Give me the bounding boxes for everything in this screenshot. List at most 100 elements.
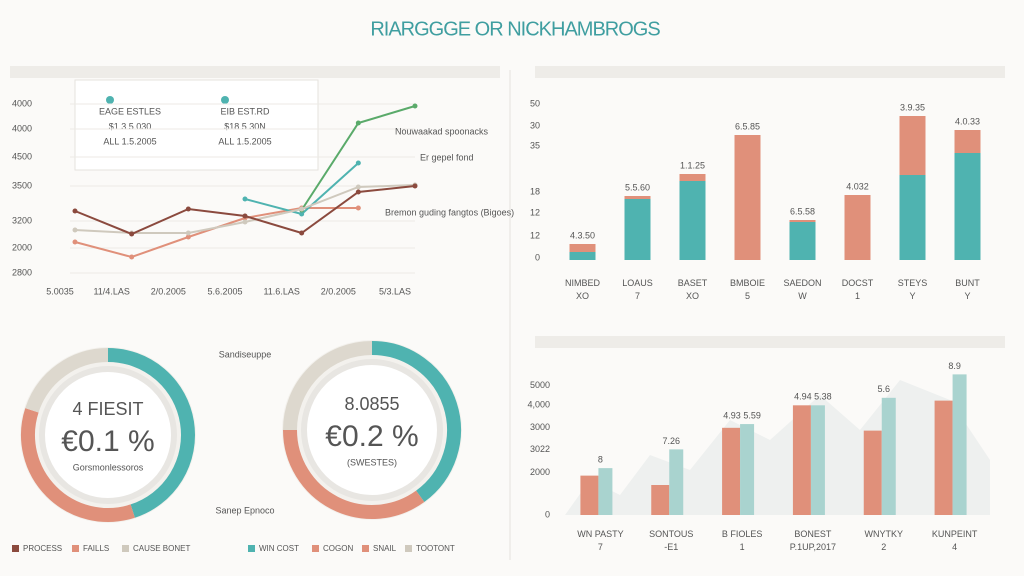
bar bbox=[624, 196, 651, 199]
series-label: Bremon guding fangtos (Bigoes) bbox=[385, 207, 514, 217]
point bbox=[412, 183, 418, 189]
legend-label: WIN COST bbox=[259, 544, 299, 553]
center-label: €0.2 % bbox=[325, 420, 418, 453]
donut-segment bbox=[283, 429, 425, 519]
y-tick-label: 4000 bbox=[12, 123, 32, 133]
point bbox=[299, 206, 305, 212]
bar bbox=[899, 175, 926, 260]
bar bbox=[569, 252, 596, 260]
icon bbox=[221, 96, 229, 104]
point bbox=[299, 230, 305, 236]
bar-label: 1.1.25 bbox=[680, 160, 705, 170]
x-tick-label: SAEDON W bbox=[783, 278, 821, 301]
y-tick-label: 3200 bbox=[12, 215, 32, 225]
x-tick-label: SONTOUS -E1 bbox=[649, 529, 693, 552]
x-tick-label: 5/3.LAS bbox=[379, 286, 411, 296]
bar bbox=[679, 174, 706, 181]
y-tick-label: 0 bbox=[535, 252, 540, 262]
bar bbox=[789, 222, 816, 260]
icon bbox=[106, 96, 114, 104]
legend-label: CAUSE BONET bbox=[133, 544, 190, 553]
info-text: $1.3.5.030 bbox=[109, 121, 152, 131]
bar bbox=[789, 220, 816, 222]
legend-swatch bbox=[248, 545, 255, 552]
legend-swatch bbox=[12, 545, 19, 552]
x-tick-label: B FIOLES 1 bbox=[722, 529, 763, 552]
panel-header bbox=[10, 66, 500, 78]
y-tick-label: 5000 bbox=[530, 380, 550, 390]
series-label: Er gepel fond bbox=[420, 152, 474, 162]
bar bbox=[679, 181, 706, 260]
headline: 8.0855 bbox=[344, 394, 399, 414]
point bbox=[355, 120, 361, 126]
y-tick-label: 3500 bbox=[12, 180, 32, 190]
bar-label: 4.032 bbox=[846, 181, 869, 191]
bar bbox=[722, 427, 741, 515]
series-label: Nouwaakad spoonacks bbox=[395, 126, 489, 136]
point bbox=[72, 208, 78, 214]
x-tick-label: 11.6.LAS bbox=[263, 286, 299, 296]
y-tick-label: 2800 bbox=[12, 267, 32, 277]
x-tick-label: LOAUS 7 bbox=[622, 278, 653, 301]
info-text: EAGE ESTLES bbox=[99, 106, 161, 116]
headline: 4 FIESIT bbox=[72, 399, 143, 419]
bar bbox=[952, 374, 967, 515]
bar bbox=[580, 475, 599, 515]
legend-label: COGON bbox=[323, 544, 353, 553]
legend-label: SNAIL bbox=[373, 544, 397, 553]
y-tick-label: 30 bbox=[530, 120, 540, 130]
y-tick-label: 18 bbox=[530, 186, 540, 196]
bar bbox=[954, 153, 981, 260]
bar bbox=[669, 449, 684, 515]
legend-swatch bbox=[312, 545, 319, 552]
bar-label: 4.3.50 bbox=[570, 230, 595, 240]
point bbox=[185, 206, 191, 212]
legend-label: FAILLS bbox=[83, 544, 109, 553]
x-tick-label: 5.0035 bbox=[46, 286, 74, 296]
point bbox=[242, 196, 248, 202]
bar bbox=[624, 199, 651, 260]
bar-label: 8.9 bbox=[948, 361, 961, 371]
x-tick-label: 2/0.2005 bbox=[321, 286, 356, 296]
bar bbox=[734, 135, 761, 260]
bar bbox=[863, 430, 882, 515]
x-tick-label: BUNT Y bbox=[955, 278, 980, 301]
inner-ring bbox=[301, 359, 443, 501]
x-tick-label: 2/0.2005 bbox=[151, 286, 186, 296]
point bbox=[242, 219, 248, 225]
x-tick-label: STEYS Y bbox=[898, 278, 928, 301]
bar-label: 4.94 5.38 bbox=[794, 392, 832, 402]
info-box bbox=[74, 79, 319, 171]
point bbox=[355, 189, 361, 195]
y-tick-label: 2000 bbox=[12, 242, 32, 252]
info-text: ALL 1.5.2005 bbox=[103, 136, 156, 146]
y-tick-label: 12 bbox=[530, 207, 540, 217]
legend-label: PROCESS bbox=[23, 544, 62, 553]
x-tick-label: WN PASTY 7 bbox=[577, 529, 623, 552]
legend-swatch bbox=[362, 545, 369, 552]
bar bbox=[881, 397, 896, 515]
y-tick-label: 0 bbox=[545, 509, 550, 519]
y-tick-label: 50 bbox=[530, 98, 540, 108]
point bbox=[72, 239, 78, 245]
x-tick-label: 11/4.LAS bbox=[93, 286, 129, 296]
bar bbox=[934, 400, 953, 515]
legend-swatch bbox=[72, 545, 79, 552]
y-tick-label: 3000 bbox=[530, 422, 550, 432]
legend-swatch bbox=[122, 545, 129, 552]
legend-swatch bbox=[405, 545, 412, 552]
donut-note: Sandiseuppe bbox=[219, 349, 272, 359]
bar bbox=[792, 405, 811, 515]
y-tick-label: 4,000 bbox=[527, 400, 550, 410]
bar-label: 3.9.35 bbox=[900, 102, 925, 112]
y-tick-label: 4000 bbox=[12, 98, 32, 108]
y-tick-label: 12 bbox=[530, 230, 540, 240]
point bbox=[412, 103, 418, 109]
bar bbox=[810, 405, 825, 515]
legend-label: TOOTONT bbox=[416, 544, 455, 553]
bar bbox=[899, 116, 926, 175]
point bbox=[129, 231, 135, 237]
inner-ring bbox=[39, 366, 177, 504]
bar-label: 4.93 5.59 bbox=[723, 410, 761, 420]
